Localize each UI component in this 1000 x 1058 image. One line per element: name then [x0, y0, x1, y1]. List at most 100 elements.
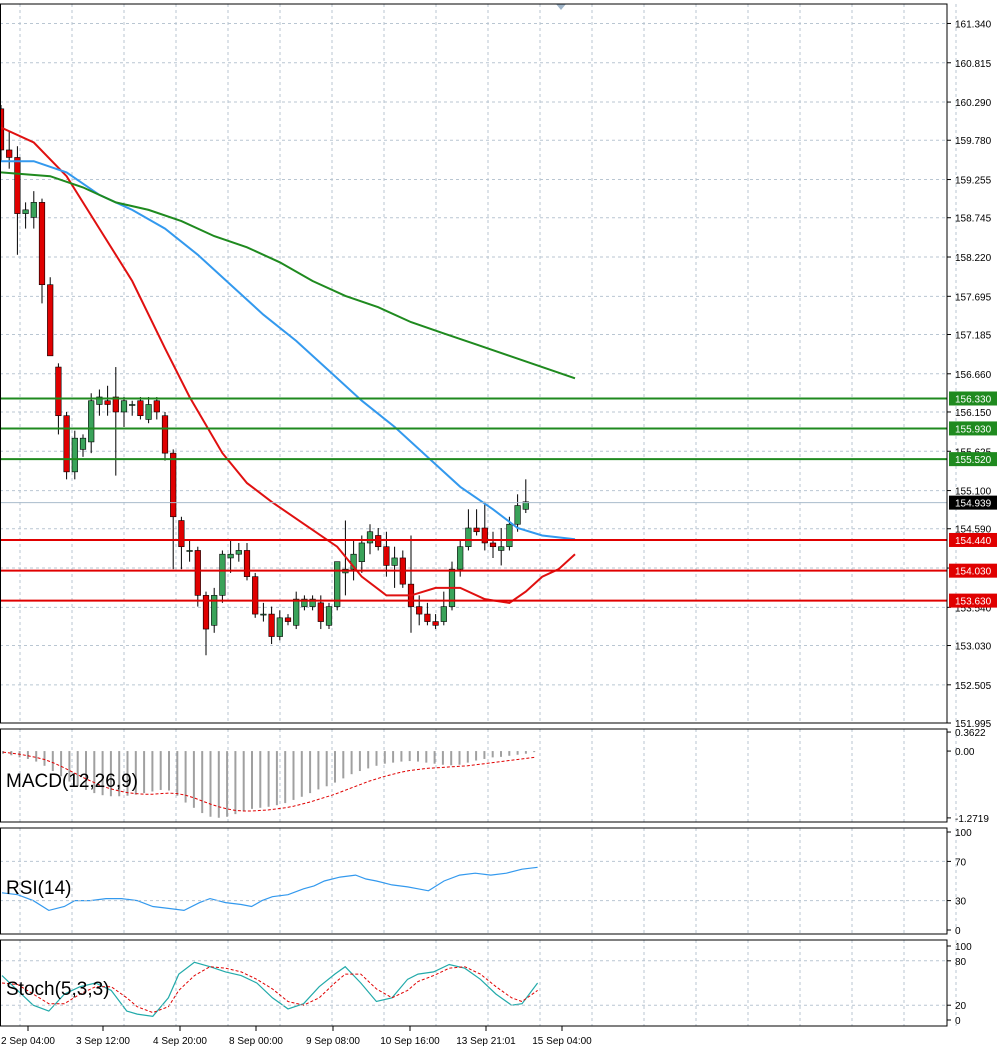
panel-frame-stoch [0, 939, 948, 1027]
candle-body-bullish [219, 553, 226, 596]
candle-body-bearish [243, 550, 251, 577]
level-price-tag [949, 421, 997, 436]
time-axis-tick-label: 9 Sep 08:00 [306, 1036, 360, 1047]
stochastic-axis-tick-label: 20 [955, 1001, 967, 1012]
candle-body-bullish [350, 553, 357, 570]
price-axis-tick-label: 158.220 [955, 253, 992, 264]
candle [88, 393, 95, 454]
candle [440, 591, 447, 626]
level-price-tag [949, 593, 997, 608]
candle-body-bullish [120, 400, 128, 413]
level-price-tag [949, 391, 997, 406]
candle-body-bullish [88, 400, 95, 443]
candle-body-bearish [416, 606, 423, 615]
time-axis-tick-label: 13 Sep 21:01 [456, 1036, 516, 1047]
candle [129, 400, 136, 416]
candle [178, 516, 185, 570]
candle [325, 602, 333, 630]
candle-body-bullish [366, 531, 374, 544]
candle-body-bullish [22, 209, 29, 214]
candle-body-bearish [432, 621, 439, 626]
candle [498, 527, 505, 566]
candle [514, 494, 521, 532]
level-price-label: 156.330 [955, 394, 992, 405]
candle-body-bullish [211, 595, 218, 626]
candle-body-bearish [137, 400, 144, 417]
candle-body-bearish [252, 576, 259, 615]
candle-body-bullish [334, 561, 341, 607]
candle [137, 396, 144, 420]
candle-body-bearish [317, 602, 324, 622]
candle-body-bullish [325, 606, 333, 626]
candle [260, 602, 267, 622]
level-price-label: 154.030 [955, 567, 992, 578]
candle-body-bullish [309, 598, 316, 607]
candle [309, 595, 316, 611]
price-axis-tick-label: 158.745 [955, 214, 992, 225]
candle-body-bullish [129, 404, 136, 406]
candle-body-bullish [514, 505, 521, 525]
candle [202, 591, 210, 656]
candle-body-bearish [284, 617, 292, 622]
candle [145, 396, 152, 424]
candle [448, 561, 456, 611]
candle-body-bearish [55, 366, 62, 417]
current-price-tag [949, 495, 997, 510]
candle-body-bullish [30, 202, 37, 218]
stochastic-main-line [1, 961, 539, 1017]
candle [301, 595, 308, 611]
time-axis-tick-label: 10 Sep 16:00 [380, 1036, 440, 1047]
candle [161, 411, 169, 461]
candle-body-bullish [71, 437, 78, 473]
price-axis-tick-label: 157.185 [955, 330, 992, 341]
stochastic-axis-tick-label: 100 [955, 942, 972, 953]
macd-axis-tick-label: 0.00 [955, 747, 975, 758]
rsi-axis-tick-label: 70 [955, 857, 967, 868]
candle [284, 614, 292, 626]
rsi-axis-tick-label: 0 [955, 926, 961, 937]
candle-body-bearish [6, 149, 13, 158]
candle-body-bearish [104, 400, 111, 405]
candle-body-bearish [424, 613, 431, 622]
macd-axis-tick-label: 0.3622 [955, 728, 986, 739]
candle-body-bearish [481, 527, 488, 544]
candle-body-bearish [38, 202, 46, 286]
candle-body-bullish [96, 396, 103, 405]
candle [186, 539, 193, 562]
candle [432, 614, 439, 630]
candle-body-bullish [506, 523, 513, 548]
candle-body-bearish [178, 520, 185, 548]
candle-body-bullish [498, 546, 505, 551]
macd-signal-line [2, 751, 535, 812]
level-price-label: 155.930 [955, 424, 992, 435]
candle-body-bullish [145, 404, 152, 420]
time-axis-tick-label: 2 Sep 04:00 [1, 1036, 55, 1047]
candle-body-bearish [14, 157, 21, 214]
candle-body-bullish [186, 550, 193, 552]
candle-body-bullish [235, 550, 242, 555]
panel-frame-price [0, 3, 948, 724]
candle-body-bullish [440, 606, 447, 622]
rsi-axis-tick-label: 100 [955, 828, 972, 839]
candle [293, 591, 300, 630]
candle-body-bullish [457, 546, 464, 570]
candle [153, 396, 160, 420]
time-axis-tick-label: 8 Sep 00:00 [229, 1036, 283, 1047]
candle-body-bullish [293, 598, 300, 626]
candle-body-bullish [358, 542, 365, 562]
candle [350, 539, 357, 581]
candle-body-bearish [47, 284, 54, 357]
level-price-label: 153.630 [955, 597, 992, 608]
candle [6, 131, 13, 169]
price-axis-tick-label: 159.255 [955, 176, 992, 187]
level-price-tag [949, 563, 997, 578]
moving-average-fast-line [0, 126, 576, 604]
candle-body-bearish [161, 415, 169, 454]
candle [104, 385, 111, 416]
candle [194, 546, 201, 607]
candle [465, 509, 472, 551]
candle [211, 587, 218, 633]
candle [489, 531, 497, 558]
